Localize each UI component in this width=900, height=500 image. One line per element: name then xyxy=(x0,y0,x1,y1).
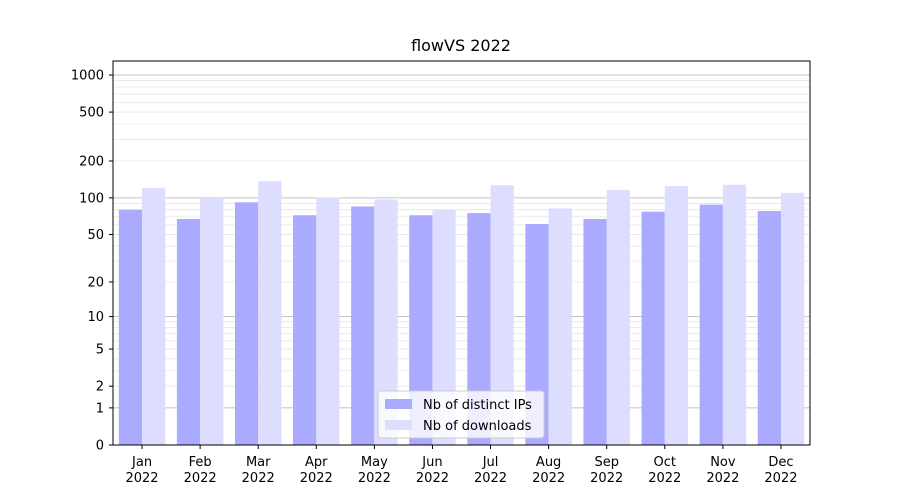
bar-distinct-ips xyxy=(351,206,375,445)
y-tick-label: 200 xyxy=(79,155,104,170)
bar-distinct-ips xyxy=(757,211,781,445)
x-tick-label: Sep 2022 xyxy=(590,455,623,486)
bars xyxy=(118,181,805,446)
y-tick-label: 50 xyxy=(87,228,104,243)
bar-distinct-ips xyxy=(699,204,723,445)
y-tick-label: 5 xyxy=(96,343,104,358)
plot-frame xyxy=(112,60,811,446)
bar-downloads xyxy=(490,185,514,446)
x-tick-label: Jun 2022 xyxy=(416,455,449,486)
bar-downloads xyxy=(258,181,282,445)
legend-label: Nb of downloads xyxy=(423,419,532,434)
bar-downloads xyxy=(722,184,747,445)
x-tick-label: Aug 2022 xyxy=(532,455,565,486)
axes: 0 1 2 5 10 20 50 100 200 500 1000 Jan 2022 Feb 2022 Mar… xyxy=(71,60,811,486)
chart-title: flowVS 2022 xyxy=(411,36,511,55)
y-tick-label: 20 xyxy=(87,275,104,290)
bar-distinct-ips xyxy=(293,215,317,445)
bar-downloads xyxy=(780,192,805,445)
legend-label: Nb of distinct IPs xyxy=(423,398,532,413)
y-tick-label: 2 xyxy=(96,380,104,395)
bar-distinct-ips xyxy=(467,213,491,445)
legend: Nb of distinct IPs Nb of downloads xyxy=(377,390,545,439)
bar-distinct-ips xyxy=(525,223,549,445)
y-tick-label: 1 xyxy=(96,401,104,416)
legend-swatch xyxy=(385,399,412,409)
y-tick-label: 500 xyxy=(79,106,104,121)
bar-downloads xyxy=(664,186,689,446)
x-tick-label: Dec 2022 xyxy=(764,455,797,486)
bar-downloads xyxy=(142,188,166,445)
bar-downloads xyxy=(374,199,398,445)
x-tick-label: Feb 2022 xyxy=(184,455,217,486)
y-tick-label: 0 xyxy=(96,439,104,454)
legend-box xyxy=(377,390,545,439)
x-tick-label: Oct 2022 xyxy=(648,455,681,486)
bar-distinct-ips xyxy=(176,219,201,445)
y-tick-label: 1000 xyxy=(71,69,104,84)
bar-distinct-ips xyxy=(583,219,607,445)
bar-distinct-ips xyxy=(118,209,143,445)
bar-downloads xyxy=(316,197,340,445)
bar-downloads xyxy=(200,197,224,445)
legend-swatch xyxy=(385,420,412,430)
x-tick-label: Apr 2022 xyxy=(300,455,333,486)
x-tick-label: Jan 2022 xyxy=(125,455,158,486)
bar-distinct-ips xyxy=(409,215,433,445)
x-tick-label: Nov 2022 xyxy=(706,455,739,486)
y-tick-label: 100 xyxy=(79,191,104,206)
bar-downloads xyxy=(548,208,572,445)
x-tick-label: May 2022 xyxy=(358,455,391,486)
x-tick-label: Mar 2022 xyxy=(242,455,275,486)
y-tick-label: 10 xyxy=(87,310,104,325)
bar-downloads xyxy=(606,189,630,445)
x-tick-label: Jul 2022 xyxy=(474,455,507,486)
bar-distinct-ips xyxy=(641,211,665,445)
bar-downloads xyxy=(432,209,456,445)
bar-distinct-ips xyxy=(234,202,259,445)
